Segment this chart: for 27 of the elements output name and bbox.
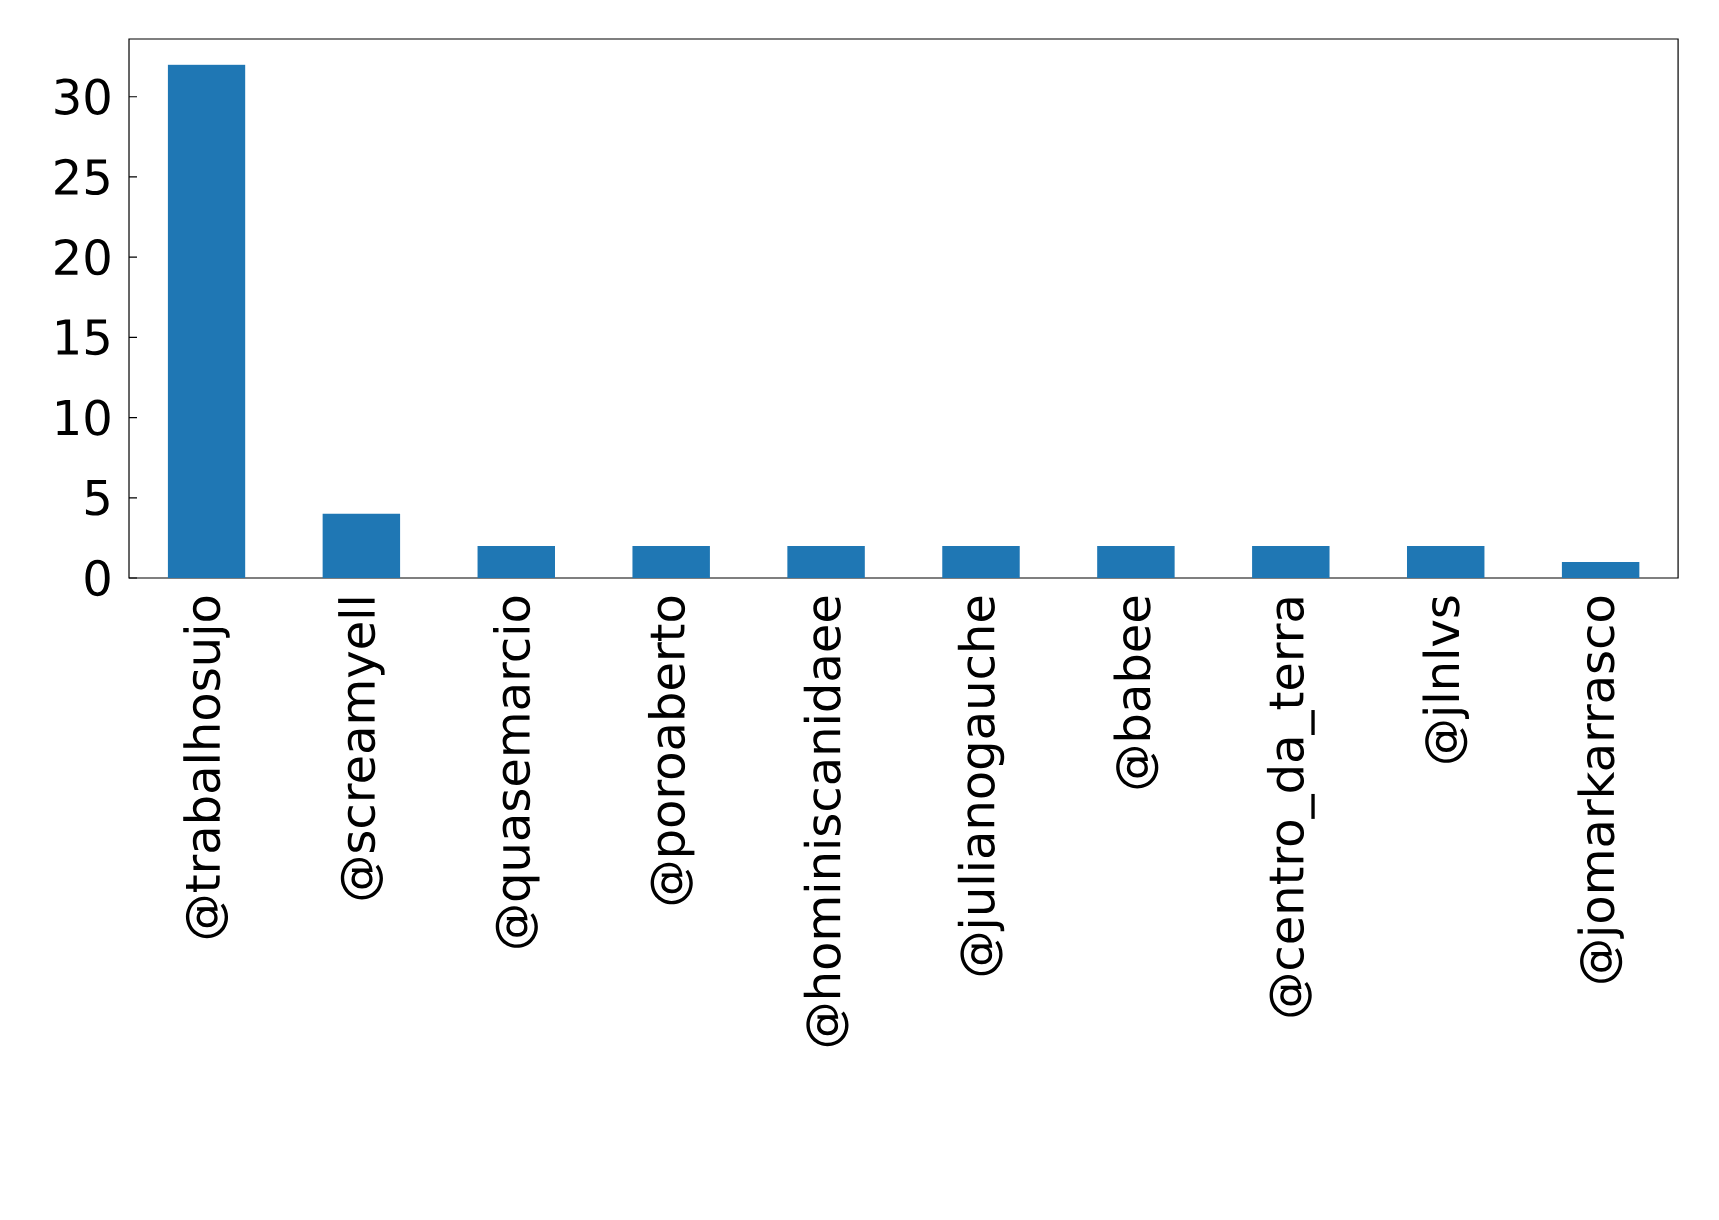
x-tick-label: @julianogauche — [957, 596, 1005, 976]
x-tick-label: @trabalhosujo — [183, 596, 230, 939]
y-tick-label: 5 — [85, 479, 109, 516]
bar — [322, 513, 401, 578]
y-tick-label: 20 — [55, 239, 110, 276]
x-tick-label: @jlnlvs — [1422, 596, 1469, 763]
bar — [167, 64, 246, 578]
y-tick-label: 10 — [57, 399, 110, 436]
y-tick-label: 15 — [57, 319, 109, 356]
bar — [1097, 545, 1175, 578]
x-tick-label: @screamyell — [338, 598, 385, 900]
y-tick-label: 30 — [55, 78, 110, 115]
bar — [1561, 561, 1640, 578]
bar — [632, 545, 710, 578]
bar — [1252, 545, 1330, 578]
bar — [787, 545, 865, 578]
bar — [942, 545, 1020, 578]
x-tick-label: @jomarkarrasco — [1577, 596, 1624, 983]
x-tick-label: @centro_da_terra — [1266, 598, 1315, 1017]
x-tick-label: @poroaberto — [647, 596, 695, 905]
bar — [477, 545, 555, 578]
x-tick-label: @hominiscanidaee — [803, 596, 849, 1047]
y-tick-label: 0 — [85, 559, 110, 597]
bar — [1407, 545, 1485, 578]
y-tick-label: 25 — [55, 158, 109, 196]
x-tick-label: @quasemarcio — [493, 596, 540, 948]
x-tick-label: @babee — [1113, 596, 1159, 789]
